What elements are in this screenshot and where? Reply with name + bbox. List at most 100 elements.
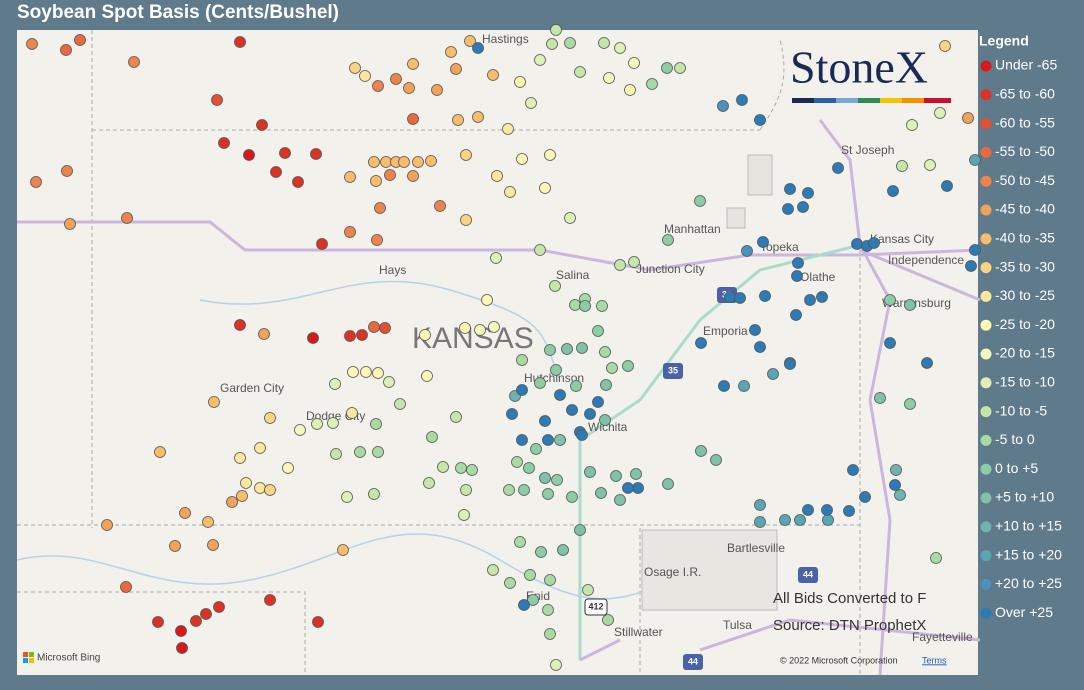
bid-point <box>412 156 424 168</box>
bid-point <box>887 185 899 197</box>
bid-point <box>894 489 906 501</box>
bid-point <box>459 322 471 334</box>
bid-point <box>527 594 539 606</box>
bid-point <box>969 244 981 256</box>
bid-point <box>524 569 536 581</box>
bid-point <box>460 484 472 496</box>
legend-label: -35 to -30 <box>995 258 1055 274</box>
bid-point <box>421 370 433 382</box>
bid-point <box>234 319 246 331</box>
legend-label: +20 to +25 <box>995 575 1062 591</box>
bid-point <box>458 509 470 521</box>
bid-point <box>736 94 748 106</box>
bid-point <box>606 362 618 374</box>
bid-point <box>179 507 191 519</box>
bid-point <box>349 62 361 74</box>
legend-label: -10 to -5 <box>995 402 1047 418</box>
bid-point <box>550 659 562 671</box>
bid-point <box>455 462 467 474</box>
bid-point <box>383 376 395 388</box>
bid-point <box>557 544 569 556</box>
bid-point <box>792 257 804 269</box>
city-label: Wichita <box>588 420 628 434</box>
legend-swatch <box>980 521 992 533</box>
bid-point <box>890 464 902 476</box>
bid-point <box>329 378 341 390</box>
bid-point <box>525 97 537 109</box>
bid-point <box>190 615 202 627</box>
bid-point <box>466 464 478 476</box>
bid-point <box>969 154 981 166</box>
bid-point <box>121 212 133 224</box>
legend-label: -40 to -35 <box>995 230 1055 246</box>
city-label: Manhattan <box>664 222 721 236</box>
bid-point <box>544 344 556 356</box>
bid-point <box>218 137 230 149</box>
bid-point <box>614 494 626 506</box>
bid-point <box>554 389 566 401</box>
bid-point <box>282 462 294 474</box>
bid-point <box>464 35 476 47</box>
city-label: Junction City <box>636 262 705 276</box>
bid-point <box>779 514 791 526</box>
legend-swatch <box>980 290 992 302</box>
bid-point <box>240 477 252 489</box>
legend-label: 0 to +5 <box>995 460 1038 476</box>
bid-point <box>374 202 386 214</box>
bid-point <box>407 170 419 182</box>
city-label: Olathe <box>800 270 836 284</box>
bid-point <box>128 56 140 68</box>
bid-point <box>939 40 951 52</box>
bid-point <box>360 366 372 378</box>
bid-point <box>718 380 730 392</box>
bid-point <box>450 411 462 423</box>
bid-point <box>757 236 769 248</box>
bid-point <box>816 291 828 303</box>
bid-point <box>614 259 626 271</box>
city-label: Kansas City <box>870 232 934 246</box>
legend-swatch <box>980 89 992 101</box>
legend-title: Legend <box>979 33 1029 49</box>
bid-point <box>431 84 443 96</box>
legend-swatch <box>980 262 992 274</box>
bid-point <box>790 309 802 321</box>
legend-swatch <box>980 146 992 158</box>
bid-point <box>426 431 438 443</box>
bid-point <box>544 574 556 586</box>
bid-point <box>264 484 276 496</box>
map: KANSAS Hastings Hays Salina Junction Cit… <box>16 24 981 676</box>
bid-point <box>600 379 612 391</box>
bid-point <box>622 360 634 372</box>
bid-point <box>549 280 561 292</box>
legend-swatch <box>980 319 992 331</box>
bid-point <box>341 491 353 503</box>
bid-point <box>354 446 366 458</box>
bid-point <box>294 424 306 436</box>
bid-point <box>516 384 528 396</box>
bid-point <box>802 504 814 516</box>
bid-point <box>344 171 356 183</box>
bid-point <box>346 407 358 419</box>
bid-point <box>851 238 863 250</box>
bid-point <box>514 536 526 548</box>
bid-point <box>564 37 576 49</box>
legend-label: -5 to 0 <box>995 431 1035 447</box>
bid-point <box>384 169 396 181</box>
bid-point <box>516 354 528 366</box>
bid-point <box>794 514 806 526</box>
city-label: Hastings <box>482 32 529 46</box>
city-label: Bartlesville <box>727 541 785 555</box>
bid-point <box>254 482 266 494</box>
bid-point <box>622 482 634 494</box>
bid-point <box>514 76 526 88</box>
legend-swatch <box>980 175 992 187</box>
bid-point <box>213 601 225 613</box>
bid-point <box>407 58 419 70</box>
terms-link[interactable]: Terms <box>922 655 947 665</box>
legend-swatch <box>980 434 992 446</box>
bid-point <box>423 477 435 489</box>
bid-point <box>599 346 611 358</box>
legend-label: -25 to -20 <box>995 316 1055 332</box>
bid-point <box>962 112 974 124</box>
bid-point <box>749 324 761 336</box>
